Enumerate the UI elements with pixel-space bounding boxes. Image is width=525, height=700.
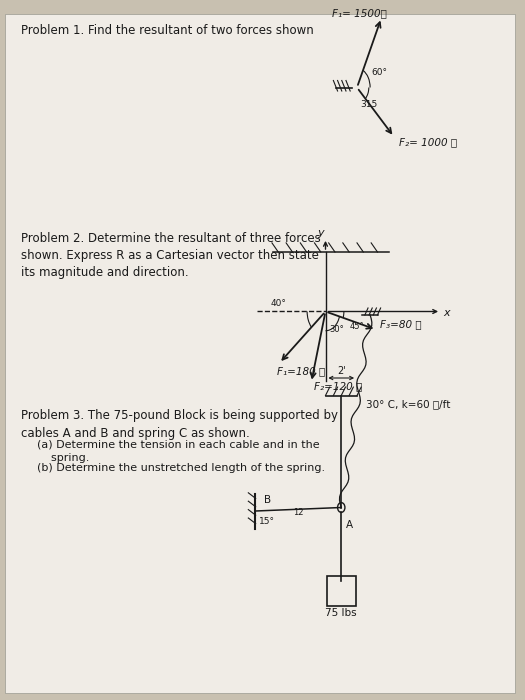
Text: 30° C, k=60 ᬛ/ft: 30° C, k=60 ᬛ/ft (366, 399, 450, 409)
Text: A: A (345, 521, 353, 531)
Text: F₂=120 ᬛ: F₂=120 ᬛ (314, 382, 362, 391)
Text: Problem 2. Determine the resultant of three forces
shown. Express R as a Cartesi: Problem 2. Determine the resultant of th… (21, 232, 321, 279)
Text: F₂= 1000 ᬛ: F₂= 1000 ᬛ (400, 137, 457, 148)
Text: 60°: 60° (372, 68, 387, 77)
Text: 15°: 15° (259, 517, 275, 526)
Text: 2': 2' (337, 367, 345, 377)
Bar (327, 576, 356, 606)
Text: 40°: 40° (270, 299, 286, 308)
Text: 75 lbs: 75 lbs (326, 608, 357, 618)
Text: Problem 1. Find the resultant of two forces shown: Problem 1. Find the resultant of two for… (21, 25, 314, 38)
Text: 45°: 45° (349, 322, 364, 331)
Text: (a) Determine the tension in each cable and in the
    spring.: (a) Determine the tension in each cable … (37, 440, 319, 463)
Text: B: B (264, 495, 271, 505)
Text: Problem 3. The 75-pound Block is being supported by
cables A and B and spring C : Problem 3. The 75-pound Block is being s… (21, 410, 338, 440)
Text: 30°: 30° (330, 326, 344, 335)
Text: 315: 315 (360, 100, 377, 109)
Text: F₁= 1500ᬛ: F₁= 1500ᬛ (331, 8, 386, 18)
Text: x: x (444, 309, 450, 318)
Text: 12: 12 (293, 508, 303, 517)
FancyBboxPatch shape (5, 14, 514, 693)
Text: (b) Determine the unstretched length of the spring.: (b) Determine the unstretched length of … (37, 463, 325, 473)
Text: y: y (318, 228, 324, 238)
Text: F₃=80 ᬛ: F₃=80 ᬛ (381, 319, 422, 330)
Text: F₁=180 ᬛ: F₁=180 ᬛ (277, 366, 325, 377)
